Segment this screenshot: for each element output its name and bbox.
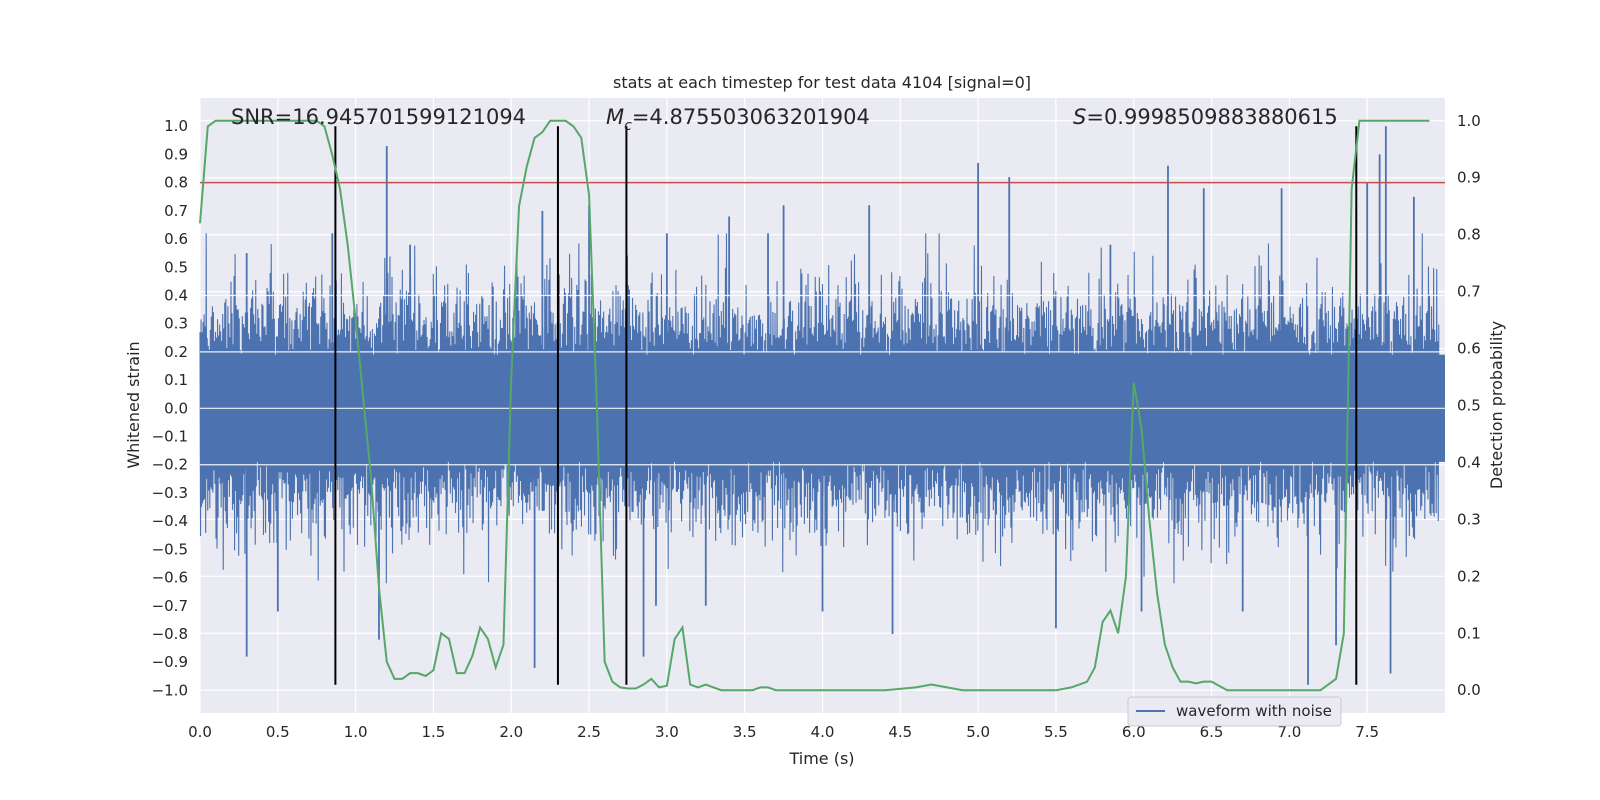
x-axis-label: Time (s)	[788, 749, 854, 768]
y-right-tick-label: 0.0	[1457, 681, 1481, 699]
y-left-tick-label: 0.4	[164, 286, 188, 304]
probability-series	[199, 119, 1430, 692]
y-right-tick-label: 0.9	[1457, 169, 1481, 187]
y-left-tick-label: 0.2	[164, 343, 188, 361]
chart-title: stats at each timestep for test data 410…	[613, 73, 1031, 92]
vertical-markers	[200, 126, 1445, 685]
y-left-tick-label: −0.8	[152, 625, 188, 643]
y-left-tick-label: −1.0	[152, 681, 188, 699]
y-right-tick-label: 0.8	[1457, 226, 1481, 244]
snr-annotation: SNR=16.945701599121094	[231, 105, 526, 129]
x-tick-labels: 0.0 0.5 1.0 1.5 2.0 2.5 3.0 3.5 4.0 4.5 5.0 5.5 6.0 6…	[188, 723, 1379, 741]
y-right-tick-label: 0.2	[1457, 567, 1481, 585]
x-tick-label: 0.5	[266, 723, 290, 741]
x-tick-label: 2.0	[499, 723, 523, 741]
y-left-tick-label: 1.0	[164, 117, 188, 135]
y-left-tick-label: −0.9	[152, 653, 188, 671]
y-left-tick-label: −0.1	[152, 428, 188, 446]
x-tick-label: 2.5	[577, 723, 601, 741]
y-right-tick-label: 0.1	[1457, 624, 1481, 642]
x-tick-label: 1.0	[344, 723, 368, 741]
y-right-tick-label: 0.3	[1457, 510, 1481, 528]
y-right-tick-label: 0.4	[1457, 453, 1481, 471]
x-tick-label: 3.5	[733, 723, 757, 741]
y-left-tick-label: −0.4	[152, 512, 188, 530]
y-right-tick-label: 1.0	[1457, 112, 1481, 130]
waveform-series	[199, 126, 1445, 685]
x-tick-label: 6.5	[1200, 723, 1224, 741]
y-left-tick-labels: −1.0 −0.9 −0.8 −0.7 −0.6 −0.5 −0.4 −0.3 −0.2 −0.1…	[152, 117, 188, 699]
y-left-tick-label: 0.5	[164, 258, 188, 276]
y-left-tick-label: 0.3	[164, 315, 188, 333]
y-left-tick-label: −0.2	[152, 456, 188, 474]
x-tick-label: 5.5	[1044, 723, 1068, 741]
x-tick-label: 5.0	[966, 723, 990, 741]
significance-symbol: S	[1073, 105, 1086, 129]
chirp-mass-subscript: c	[624, 118, 632, 134]
x-tick-label: 4.0	[811, 723, 835, 741]
y-left-tick-label: 0.7	[164, 202, 188, 220]
legend: waveform with noise	[1127, 696, 1342, 727]
significance-value: =0.9998509883880615	[1086, 105, 1337, 129]
y-right-tick-label: 0.6	[1457, 340, 1481, 358]
y-left-tick-label: 0.6	[164, 230, 188, 248]
y-right-axis-label: Detection probability	[1487, 321, 1506, 489]
y-left-tick-label: −0.5	[152, 540, 188, 558]
y-left-tick-label: 0.0	[164, 399, 188, 417]
x-tick-label: 4.5	[888, 723, 912, 741]
y-left-tick-label: 0.9	[164, 145, 188, 163]
y-right-tick-labels: 0.0 0.1 0.2 0.3 0.4 0.5 0.6 0.7 0.8 0.9 1.0	[1457, 112, 1481, 699]
legend-box	[1127, 696, 1342, 727]
y-left-tick-label: 0.8	[164, 174, 188, 192]
y-left-axis-label: Whitened strain	[124, 341, 143, 468]
chirp-mass-annotation: Mc=4.875503063201904	[606, 105, 870, 134]
y-left-tick-label: −0.6	[152, 569, 188, 587]
x-tick-label: 1.5	[422, 723, 446, 741]
x-tick-label: 7.5	[1355, 723, 1379, 741]
legend-entry-waveform: waveform with noise	[1176, 702, 1332, 720]
chirp-mass-value: =4.875503063201904	[632, 105, 870, 129]
detection-probability-line	[199, 119, 1430, 692]
x-tick-label: 0.0	[188, 723, 212, 741]
significance-annotation: S=0.9998509883880615	[1073, 105, 1338, 129]
y-left-tick-label: −0.7	[152, 597, 188, 615]
y-right-tick-label: 0.7	[1457, 283, 1481, 301]
x-tick-label: 3.0	[655, 723, 679, 741]
y-left-tick-label: 0.1	[164, 371, 188, 389]
waveform-noise-trace	[199, 233, 1440, 584]
y-left-tick-label: −0.3	[152, 484, 188, 502]
x-tick-label: 7.0	[1277, 723, 1301, 741]
chirp-mass-symbol: M	[606, 105, 624, 129]
y-right-tick-label: 0.5	[1457, 397, 1481, 415]
x-tick-label: 6.0	[1122, 723, 1146, 741]
